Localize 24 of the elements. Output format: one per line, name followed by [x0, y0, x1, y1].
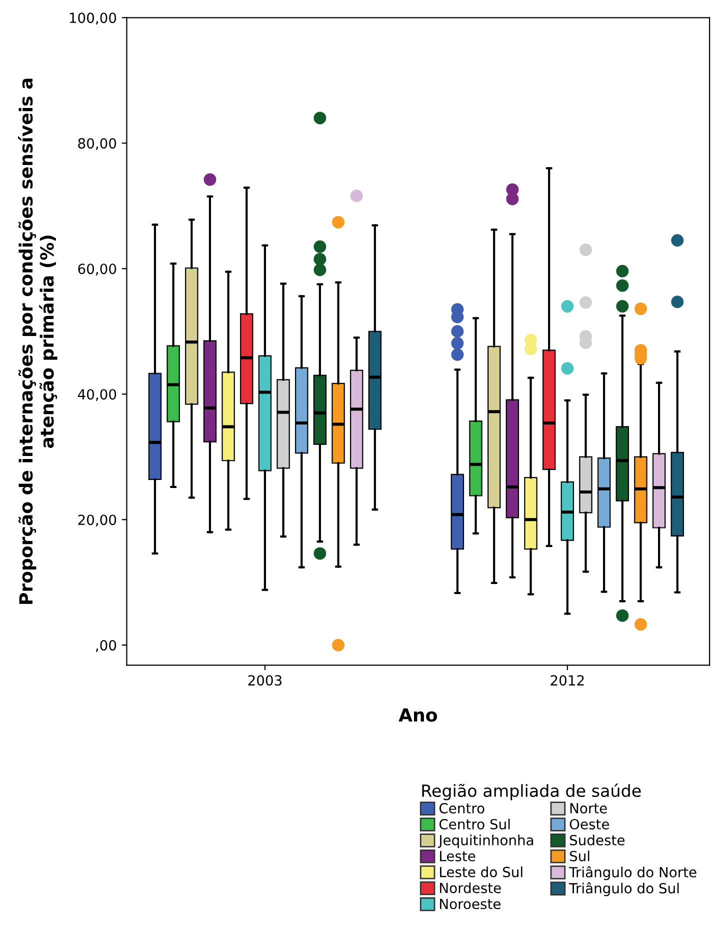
y-tick-label: 60,00 [78, 264, 116, 276]
legend-label: Centro Sul [439, 818, 510, 830]
x-tick-label: 2003 [248, 675, 282, 686]
y-tick-label: 40,00 [78, 389, 116, 402]
legend-label: Leste [440, 851, 476, 862]
legend-label: Sul [570, 850, 590, 862]
x-tick-label: 2012 [550, 675, 584, 686]
legend-label: Nordeste [440, 882, 501, 894]
legend-label: Norte [570, 803, 607, 814]
y-tick-label: 100,00 [70, 12, 116, 25]
legend-label: Oeste [570, 818, 610, 830]
y-tick-label: ,00 [96, 640, 116, 652]
legend-label: Sudeste [570, 834, 625, 846]
legend-label: Centro [439, 802, 484, 814]
legend-label: Leste do Sul [440, 866, 522, 878]
legend-title: Região ampliada de saúde [422, 783, 641, 800]
x-axis-title: Ano [398, 708, 437, 722]
legend-label: Noroeste [440, 898, 500, 910]
y-tick-label: 20,00 [78, 514, 116, 526]
legend-label: Triângulo do Sul [569, 882, 679, 896]
legend-label: Triângulo do Norte [569, 866, 696, 880]
legend-label: Jequitinhonha [438, 834, 534, 848]
y-tick-label: 80,00 [78, 138, 116, 150]
y-axis-title: Proporção de internações por condições sensíveis a atenção primária (%) [18, 78, 58, 604]
